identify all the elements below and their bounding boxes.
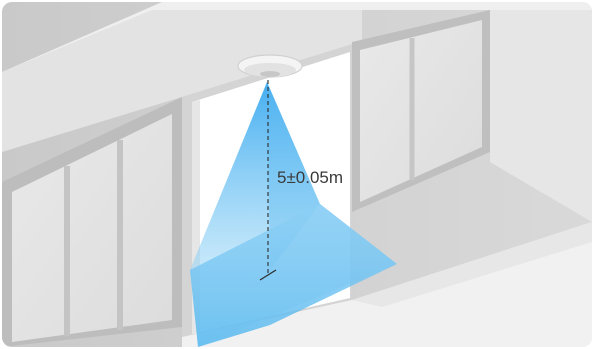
right-window-glass bbox=[360, 20, 482, 202]
upper-band-shade bbox=[2, 10, 362, 152]
detection-beam-side bbox=[267, 82, 320, 270]
side-wall bbox=[490, 2, 592, 222]
height-measurement-label: 5±0.05m bbox=[277, 168, 343, 187]
left-window-glass bbox=[12, 114, 172, 342]
floor-shadow bbox=[352, 222, 592, 307]
detection-footprint bbox=[190, 204, 397, 347]
ceiling-sensor-icon bbox=[237, 54, 303, 78]
height-dimension-tick bbox=[259, 269, 277, 281]
